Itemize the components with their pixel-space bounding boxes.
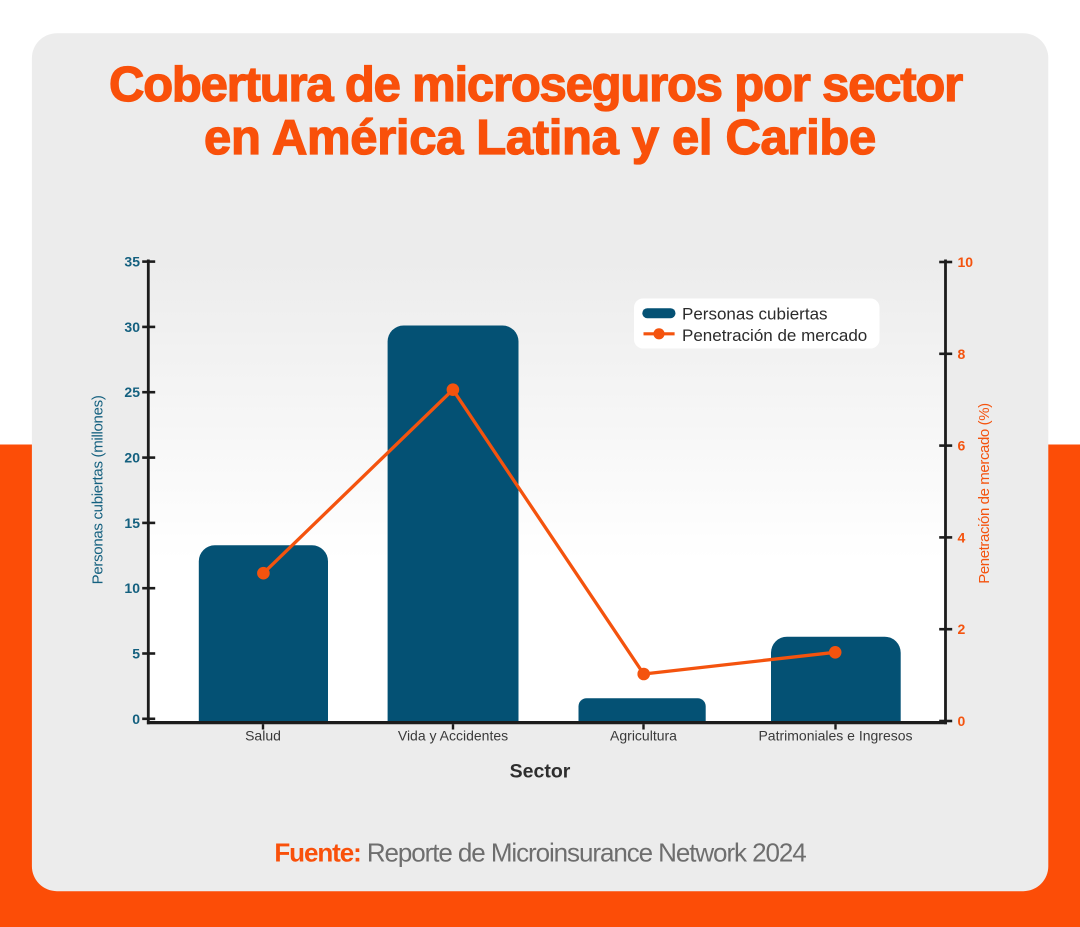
svg-text:0: 0 — [958, 713, 966, 729]
svg-text:Salud: Salud — [245, 728, 281, 744]
svg-text:Vida y Accidentes: Vida y Accidentes — [398, 728, 508, 744]
svg-text:30: 30 — [124, 319, 140, 335]
svg-text:Penetración de mercado: Penetración de mercado — [682, 326, 867, 345]
svg-text:Personas cubiertas (millones): Personas cubiertas (millones) — [90, 395, 107, 584]
svg-text:25: 25 — [124, 384, 140, 400]
svg-text:0: 0 — [132, 711, 140, 727]
svg-text:20: 20 — [124, 450, 140, 466]
svg-text:6: 6 — [958, 438, 966, 454]
svg-text:Penetración de mercado (%): Penetración de mercado (%) — [976, 403, 993, 584]
svg-text:Sector: Sector — [510, 760, 571, 782]
svg-text:Agricultura: Agricultura — [610, 728, 677, 744]
svg-text:4: 4 — [958, 529, 966, 545]
svg-text:2: 2 — [958, 621, 966, 637]
svg-text:15: 15 — [124, 515, 140, 531]
svg-text:Patrimoniales e Ingresos: Patrimoniales e Ingresos — [758, 728, 912, 744]
svg-text:Cobertura de microseguros por: Cobertura de microseguros por sector — [109, 58, 963, 112]
svg-text:5: 5 — [132, 646, 140, 662]
svg-text:en América Latina y el Caribe: en América Latina y el Caribe — [204, 111, 876, 165]
svg-text:10: 10 — [124, 580, 140, 596]
svg-text:35: 35 — [124, 254, 140, 270]
svg-text:10: 10 — [958, 254, 974, 270]
svg-text:8: 8 — [958, 346, 966, 362]
svg-text:Personas cubiertas: Personas cubiertas — [682, 305, 828, 324]
svg-text:Fuente: Reporte de Microinsura: Fuente: Reporte de Microinsurance Networ… — [274, 837, 806, 867]
